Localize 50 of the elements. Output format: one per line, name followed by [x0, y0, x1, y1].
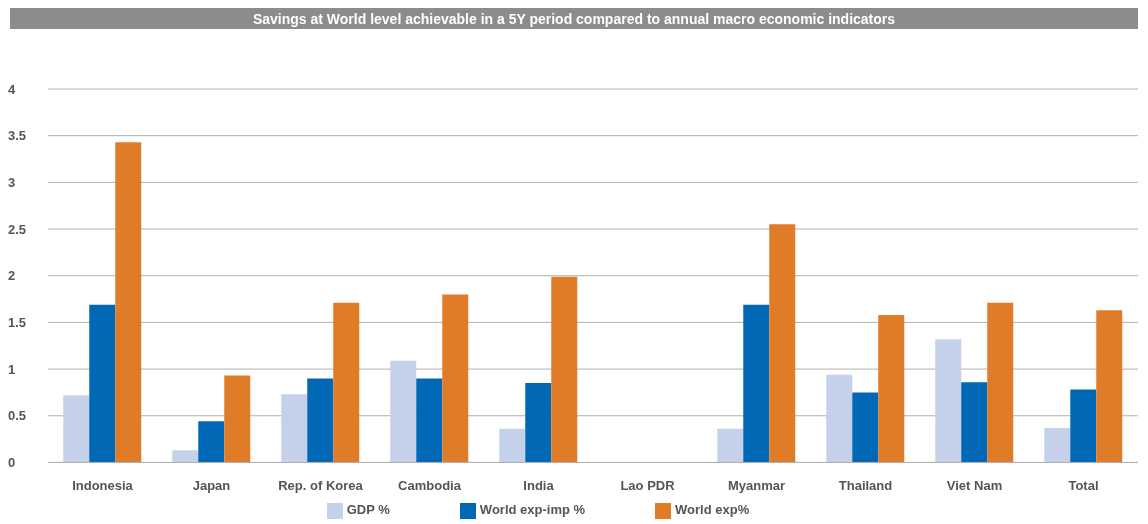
y-tick-label: 3: [8, 174, 16, 190]
bar: [743, 304, 770, 463]
bar: [333, 302, 360, 463]
y-tick-label: 2.5: [8, 221, 27, 237]
bar: [1096, 310, 1123, 463]
bar: [525, 383, 552, 463]
bar: [987, 302, 1014, 463]
bar: [1070, 389, 1097, 463]
legend-label: World exp%: [675, 502, 750, 518]
chart-title: Savings at World level achievable in a 5Y period compared to annual macro economic indicators: [10, 8, 1138, 29]
bar: [935, 339, 962, 463]
x-tick-label: India: [523, 477, 555, 493]
bar: [307, 378, 334, 463]
x-tick-label: Thailand: [838, 477, 893, 493]
bar: [89, 304, 116, 463]
bar: [115, 142, 142, 463]
y-tick-label: 1: [8, 361, 16, 377]
bar: [961, 382, 988, 463]
bar: [442, 294, 469, 463]
bar: [281, 394, 308, 463]
bar: [63, 395, 90, 463]
y-tick-label: 4: [8, 81, 16, 97]
bar: [172, 450, 199, 463]
legend-label: World exp-imp %: [479, 502, 586, 518]
bar: [499, 428, 526, 463]
bar: [416, 378, 443, 463]
bar: [852, 392, 879, 463]
x-tick-label: Rep. of Korea: [278, 477, 364, 493]
legend-label: GDP %: [346, 502, 390, 518]
y-tick-label: 1.5: [8, 315, 27, 331]
bar: [551, 276, 578, 463]
bar: [769, 224, 796, 463]
y-tick-label: 2: [8, 268, 16, 284]
x-tick-label: Indonesia: [72, 477, 134, 493]
bar: [390, 360, 417, 463]
x-tick-label: Japan: [192, 477, 231, 493]
x-tick-label: Cambodia: [398, 477, 462, 493]
x-tick-label: Lao PDR: [620, 477, 676, 493]
x-tick-label: Myanmar: [727, 477, 786, 493]
bar: [1044, 427, 1071, 463]
bar: [198, 421, 225, 463]
x-tick-label: Viet Nam: [946, 477, 1003, 493]
bar: [826, 374, 853, 463]
x-tick-label: Total: [1068, 477, 1099, 493]
bar: [878, 314, 905, 463]
y-tick-label: 0: [8, 455, 16, 471]
y-tick-label: 3.5: [8, 128, 27, 144]
bar: [224, 375, 251, 463]
bar: [717, 428, 744, 463]
y-tick-label: 0.5: [8, 408, 27, 424]
